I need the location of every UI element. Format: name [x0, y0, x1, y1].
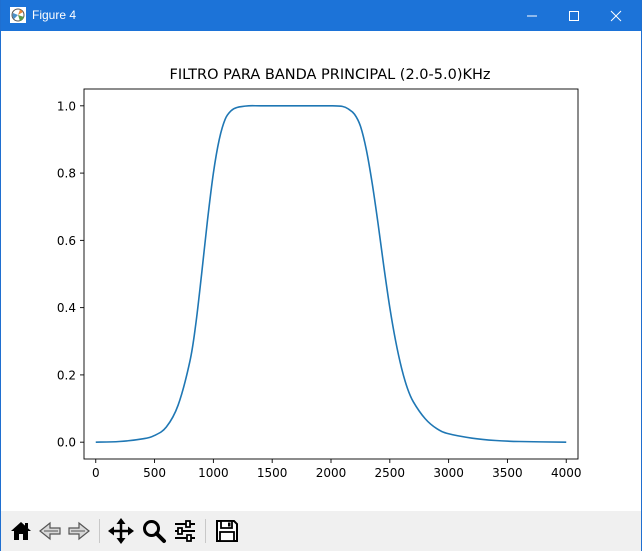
y-tick-label: 0.2	[57, 368, 76, 382]
title-bar[interactable]: Figure 4	[1, 0, 641, 31]
y-tick-label: 0.4	[57, 301, 76, 315]
x-tick-label: 1500	[257, 466, 288, 480]
window-title: Figure 4	[32, 8, 77, 22]
minimize-button[interactable]	[509, 0, 555, 31]
y-tick-label: 0.6	[57, 234, 76, 248]
plot-area-frame	[83, 88, 579, 460]
close-button[interactable]	[593, 0, 639, 31]
pan-move-icon	[107, 517, 134, 544]
x-tick-label: 500	[143, 466, 166, 480]
chart-title: FILTRO PARA BANDA PRINCIPAL (2.0-5.0)KHz	[169, 67, 490, 83]
home-button[interactable]	[7, 517, 34, 544]
x-tick-label: 0	[92, 466, 100, 480]
toolbar-separator	[99, 519, 100, 543]
save-button[interactable]	[213, 517, 240, 544]
series-line	[95, 104, 567, 443]
matplotlib-app-icon	[10, 7, 26, 23]
maximize-button[interactable]	[551, 0, 597, 31]
y-tick-label: 1.0	[57, 99, 76, 113]
back-button[interactable]	[36, 517, 63, 544]
x-tick-label: 1000	[198, 466, 229, 480]
pan-button[interactable]	[107, 517, 134, 544]
x-tick-label: 2500	[375, 466, 406, 480]
x-tick-label: 2000	[316, 466, 347, 480]
zoom-magnifier-icon	[142, 519, 166, 543]
toolbar-separator	[205, 519, 206, 543]
forward-arrow-icon	[67, 521, 90, 540]
x-tick-label: 3000	[433, 466, 464, 480]
home-icon	[10, 521, 31, 540]
back-arrow-icon	[38, 521, 61, 540]
y-tick-label: 0.8	[57, 167, 76, 181]
maximize-icon	[569, 10, 579, 21]
line-chart: FILTRO PARA BANDA PRINCIPAL (2.0-5.0)KHz…	[57, 67, 582, 480]
configure-subplots-button[interactable]	[171, 517, 198, 544]
x-tick-label: 4000	[551, 466, 582, 480]
close-icon	[610, 10, 622, 21]
figure-canvas[interactable]: FILTRO PARA BANDA PRINCIPAL (2.0-5.0)KHz…	[1, 31, 641, 511]
navigation-toolbar	[1, 511, 641, 551]
configure-subplots-icon	[174, 519, 195, 542]
y-tick-label: 0.0	[57, 436, 76, 450]
zoom-button[interactable]	[140, 517, 167, 544]
x-tick-label: 3500	[492, 466, 523, 480]
save-floppy-icon	[215, 519, 238, 542]
forward-button[interactable]	[65, 517, 92, 544]
minimize-icon	[527, 15, 537, 16]
